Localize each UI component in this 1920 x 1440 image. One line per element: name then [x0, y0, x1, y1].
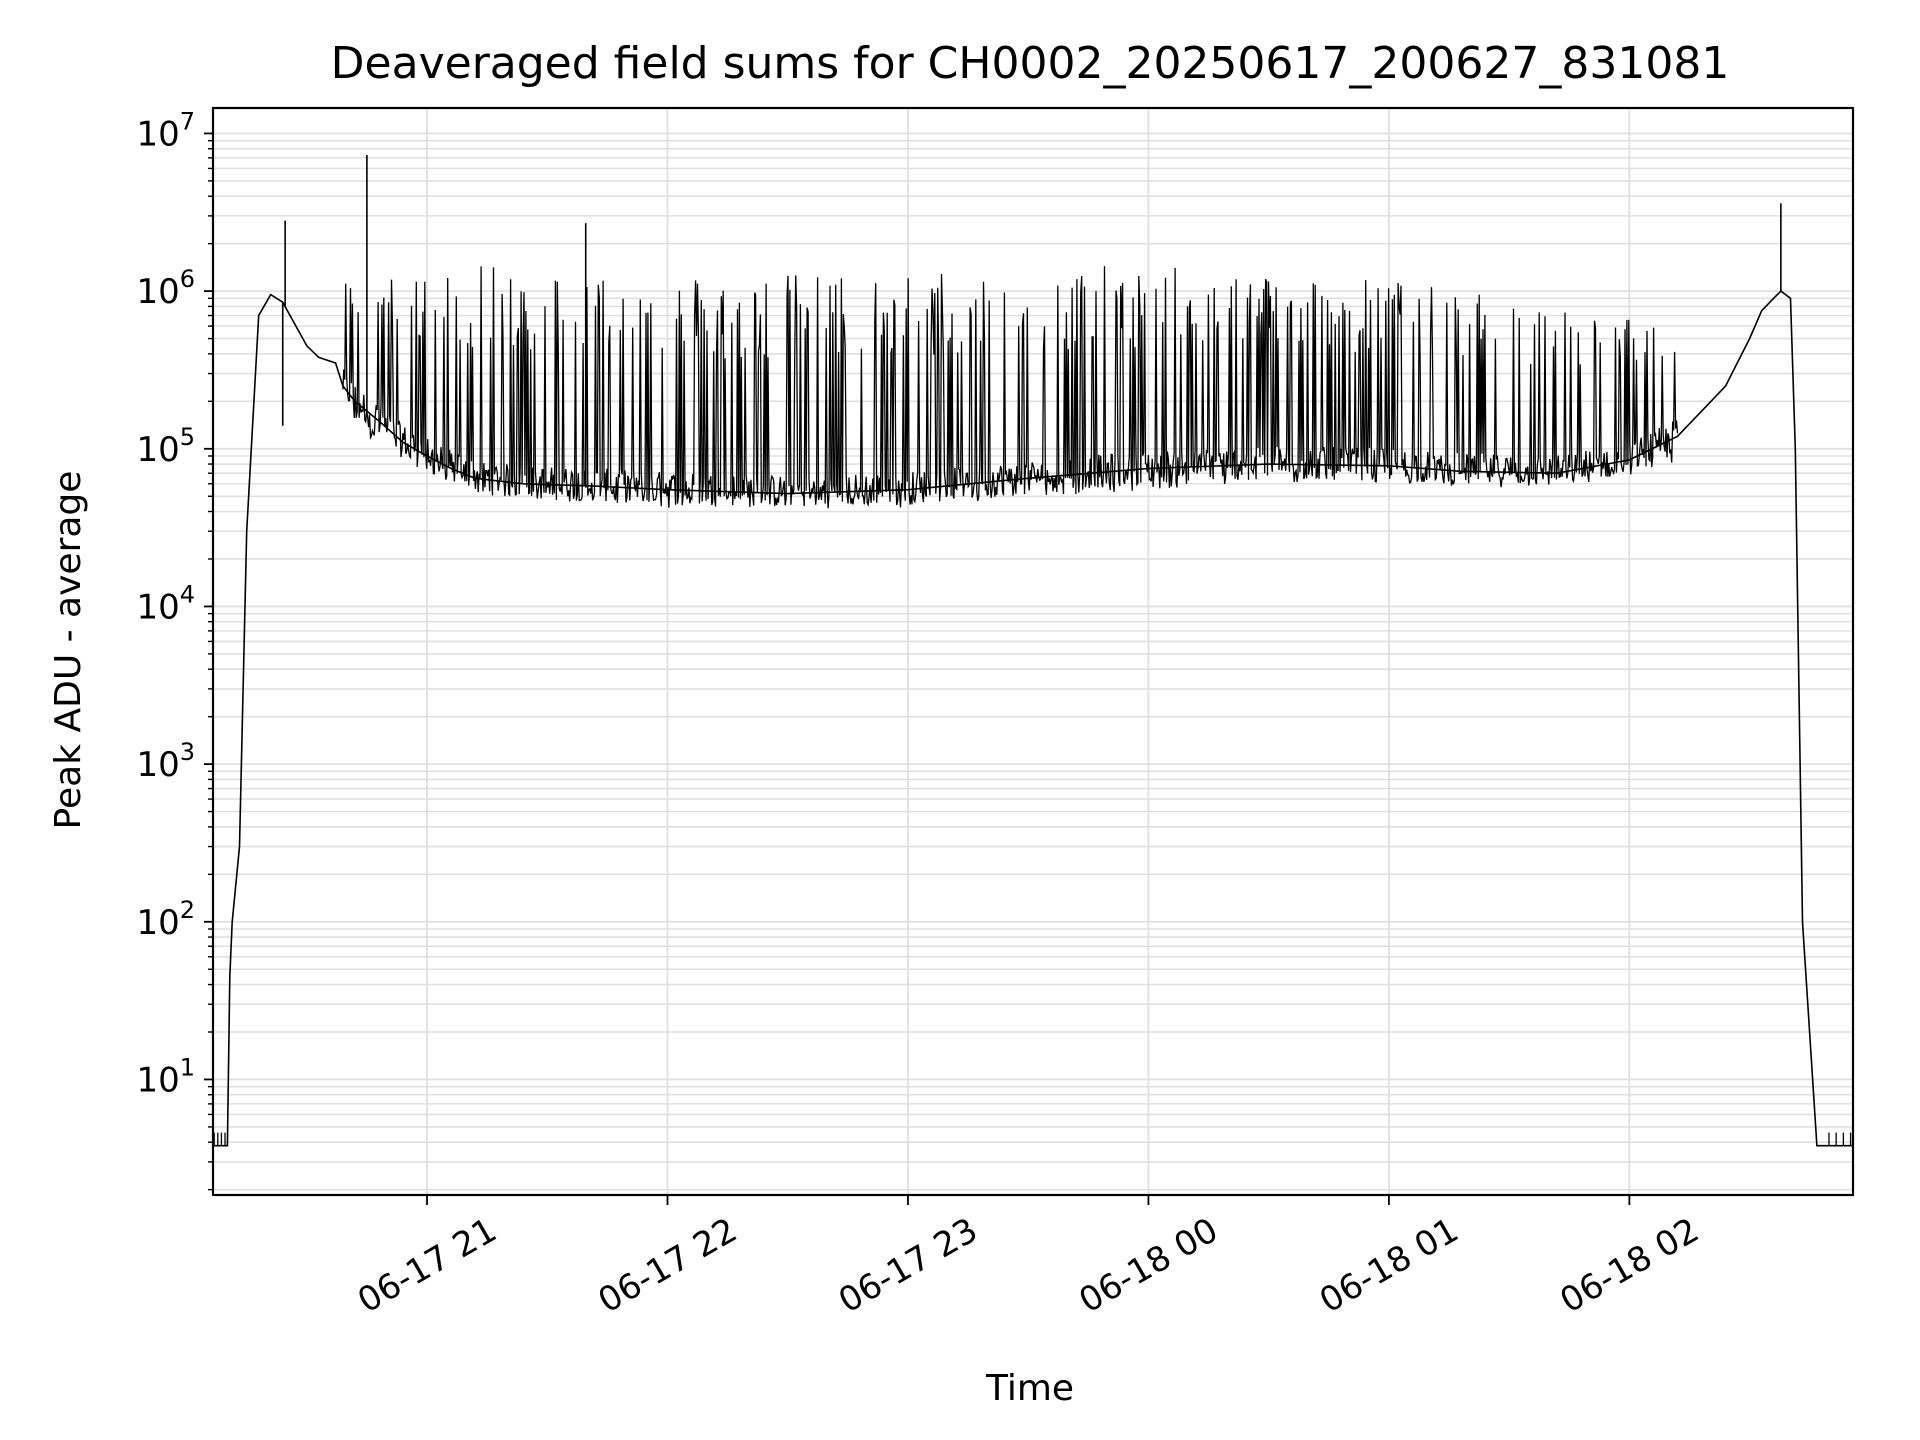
y-tick-exponent: 2 — [180, 896, 195, 924]
y-tick-label: 106 — [136, 265, 195, 312]
y-tick-base: 10 — [136, 114, 179, 154]
y-tick-label: 105 — [136, 423, 195, 470]
y-tick-exponent: 7 — [180, 107, 195, 135]
grid — [213, 108, 1853, 1195]
y-tick-label: 102 — [136, 896, 195, 943]
chart-title: Deaveraged field sums for CH0002_2025061… — [331, 38, 1730, 89]
y-axis-label: Peak ADU - average — [48, 471, 89, 830]
series-trend-line — [213, 290, 1853, 1147]
y-tick-exponent: 6 — [180, 265, 195, 293]
y-tick-label: 103 — [136, 738, 195, 785]
y-tick-base: 10 — [136, 272, 179, 312]
y-tick-label: 104 — [136, 580, 195, 627]
y-tick-base: 10 — [136, 1060, 179, 1100]
y-tick-exponent: 1 — [180, 1053, 195, 1081]
plot-frame — [211, 106, 1855, 1197]
y-tick-exponent: 5 — [180, 423, 195, 451]
series-noise-line — [342, 266, 1679, 509]
y-tick-label: 101 — [136, 1053, 195, 1100]
series-area — [213, 154, 1853, 1147]
y-tick-exponent: 3 — [180, 738, 195, 766]
y-tick-base: 10 — [136, 903, 179, 943]
y-tick-base: 10 — [136, 745, 179, 785]
y-tick-base: 10 — [136, 587, 179, 627]
x-axis-label: Time — [985, 1368, 1074, 1409]
y-tick-exponent: 4 — [180, 580, 195, 608]
y-tick-label: 107 — [136, 107, 195, 154]
y-tick-base: 10 — [136, 430, 179, 470]
